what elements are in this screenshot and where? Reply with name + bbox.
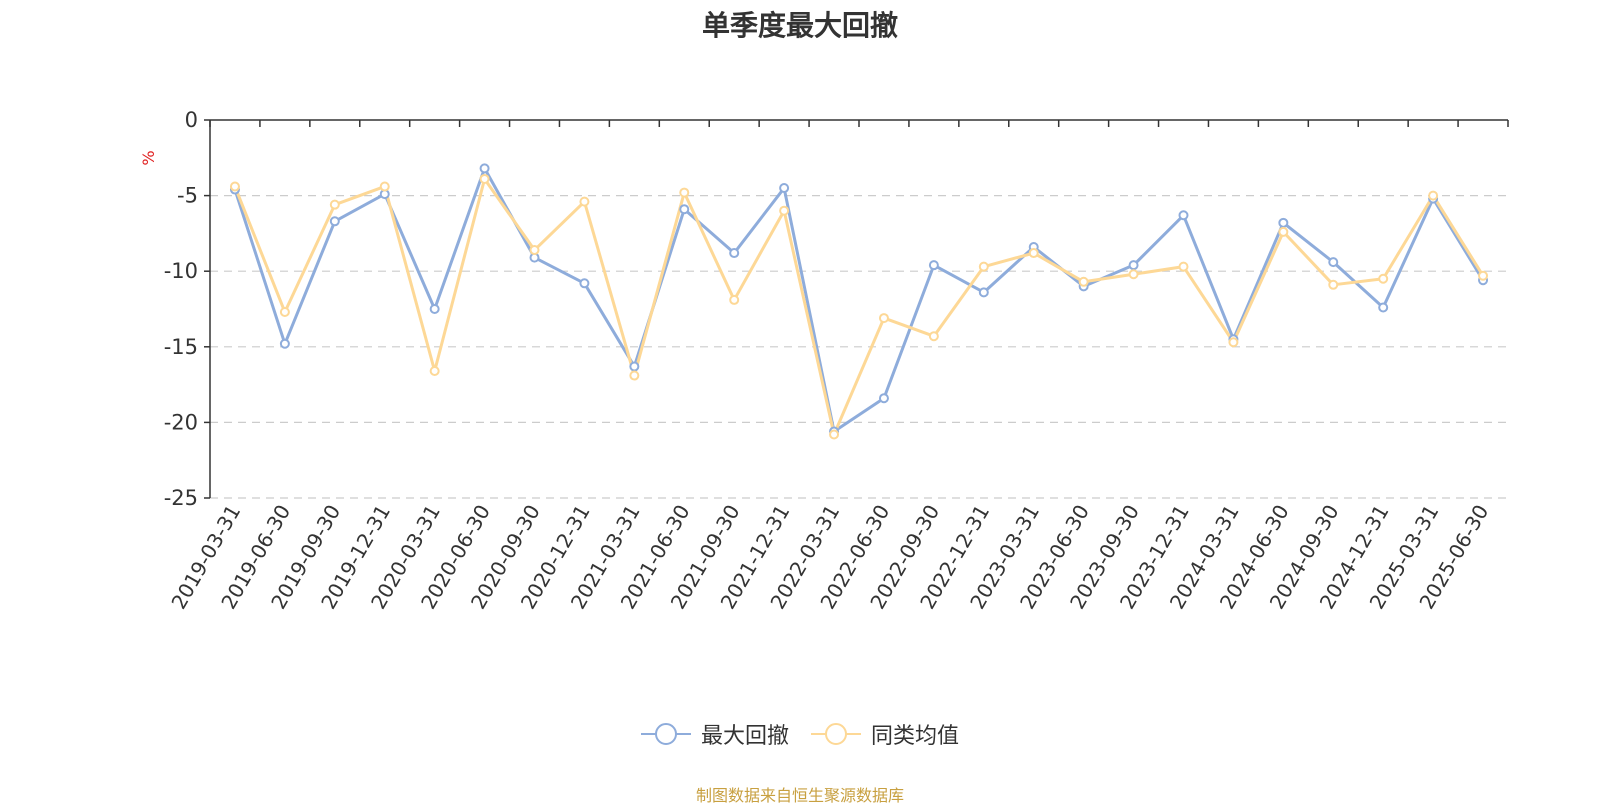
data-point-series-1 [928, 260, 939, 271]
data-point-series-1 [579, 278, 590, 289]
data-point-series-1 [978, 287, 989, 298]
data-point-series-2 [1428, 190, 1439, 201]
data-point-series-1 [479, 163, 490, 174]
data-point-series-1 [779, 183, 790, 194]
chart-title: 单季度最大回撤 [701, 9, 898, 42]
data-point-series-2 [1228, 337, 1239, 348]
data-point-series-1 [679, 204, 690, 215]
data-point-series-2 [379, 181, 390, 192]
y-tick-label: 0 [185, 108, 198, 132]
y-tick-label: -20 [164, 410, 198, 434]
data-point-series-2 [928, 331, 939, 342]
data-point-series-2 [729, 294, 740, 305]
source-note: 制图数据来自恒生聚源数据库 [695, 786, 904, 805]
data-point-series-1 [1128, 260, 1139, 271]
legend-swatch-peer-average-icon [811, 723, 861, 745]
series-line-1 [233, 166, 1485, 433]
data-point-series-2 [1078, 276, 1089, 287]
y-tick-label: -10 [164, 259, 198, 283]
series-lines [229, 163, 1489, 440]
data-point-series-1 [729, 248, 740, 259]
legend-item-peer-average[interactable]: 同类均值 [811, 718, 959, 750]
axes [204, 119, 1509, 499]
data-point-series-2 [1178, 261, 1189, 272]
data-point-series-2 [1378, 273, 1389, 284]
data-point-series-2 [579, 196, 590, 207]
data-point-series-1 [329, 216, 340, 227]
data-point-series-2 [878, 313, 889, 324]
data-point-series-2 [429, 365, 440, 376]
data-point-series-1 [1328, 257, 1339, 268]
data-point-series-2 [1278, 226, 1289, 237]
data-point-series-2 [978, 261, 989, 272]
data-point-series-1 [1278, 217, 1289, 228]
data-point-series-2 [229, 181, 240, 192]
data-point-series-1 [1178, 210, 1189, 221]
data-point-series-1 [279, 338, 290, 349]
data-point-series-2 [1128, 269, 1139, 280]
data-point-series-2 [679, 187, 690, 198]
data-point-series-2 [829, 429, 840, 440]
gridlines [210, 195, 1508, 499]
legend-label-peer-average: 同类均值 [871, 724, 960, 749]
data-point-series-1 [878, 393, 889, 404]
y-tick-label: -5 [177, 184, 198, 208]
data-point-series-2 [629, 370, 640, 381]
legend-swatch-max-drawdown-icon [640, 723, 691, 745]
y-tick-label: -25 [164, 486, 198, 510]
data-point-series-2 [529, 245, 540, 256]
data-point-series-2 [1478, 270, 1489, 281]
legend-item-max-drawdown[interactable]: 最大回撤 [640, 718, 789, 750]
y-tick-label: -15 [164, 335, 198, 359]
data-point-series-2 [329, 199, 340, 210]
data-point-series-2 [1328, 279, 1339, 290]
data-point-series-2 [1028, 248, 1039, 259]
data-point-series-2 [279, 307, 290, 318]
data-point-series-2 [479, 173, 490, 184]
data-point-series-1 [429, 304, 440, 314]
data-point-series-1 [1378, 302, 1389, 313]
data-point-series-2 [779, 205, 790, 216]
tick-labels: 0-5-10-15-20-252019-03-312019-06-302019-… [164, 108, 1494, 613]
legend-label-max-drawdown: 最大回撤 [700, 724, 789, 749]
legend: 最大回撤 同类均值 [0, 718, 1600, 750]
data-point-series-1 [629, 361, 640, 372]
y-axis-unit-label: % [139, 150, 158, 165]
series-line-2 [233, 177, 1485, 436]
